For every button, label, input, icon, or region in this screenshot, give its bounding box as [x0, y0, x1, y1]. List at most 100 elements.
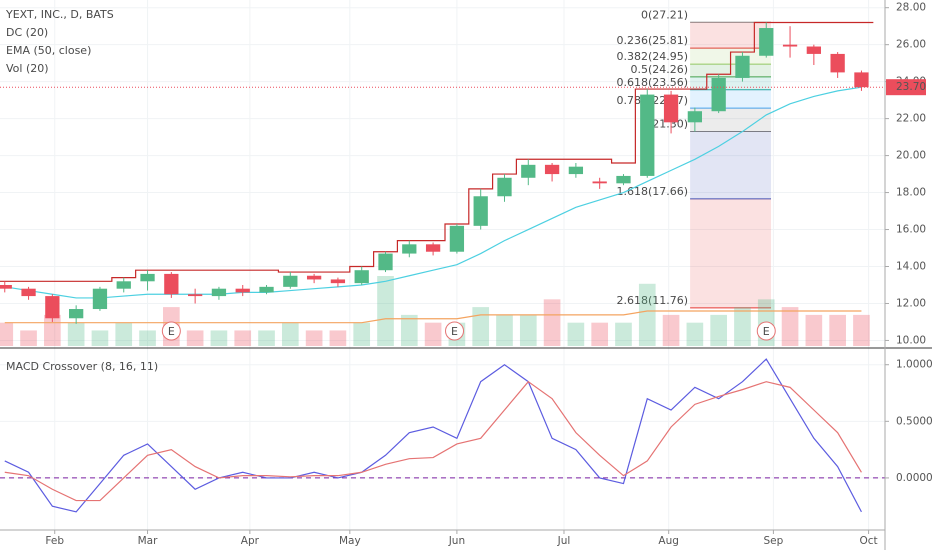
volume-bar [186, 330, 204, 346]
volume-bar [139, 330, 156, 346]
x-tick-label: Feb [45, 535, 64, 547]
legend-entry: Vol (20) [6, 62, 49, 75]
fib-label: 0.382(24.95) [617, 50, 689, 63]
candle-body [283, 275, 298, 287]
earnings-label: E [451, 325, 458, 338]
candle-body [854, 72, 869, 88]
volume-bar [258, 330, 275, 346]
volume-bar [853, 314, 870, 346]
volume-bar [281, 322, 299, 346]
volume-bar [781, 307, 799, 346]
candle-body [425, 244, 441, 252]
ema-line [4, 86, 862, 299]
volume-bar [472, 307, 490, 346]
volume-bar [615, 322, 632, 346]
volume-bar [567, 322, 585, 346]
volume-bar [805, 314, 823, 346]
candle-body [521, 164, 536, 178]
volume-bar [496, 314, 513, 346]
volume-bar [20, 330, 37, 346]
fib-band [690, 76, 772, 90]
volume-bar [734, 307, 751, 346]
volume-bar [353, 322, 371, 346]
candle-body [187, 294, 203, 297]
candle-body [354, 270, 369, 284]
candle-body [259, 286, 274, 293]
x-tick-label: Mar [138, 535, 158, 547]
macd-line [4, 380, 862, 502]
fib-band [690, 89, 772, 109]
candle-body [330, 279, 346, 284]
candle-body [211, 288, 227, 297]
macd-line [4, 358, 862, 513]
candle-body [806, 46, 821, 54]
candle-body [497, 177, 512, 197]
candle-body [45, 296, 60, 319]
candle-body [473, 196, 488, 226]
last-price-box [886, 79, 926, 96]
y-tick-label: 0.0000 [896, 472, 932, 484]
candle-body [782, 44, 798, 47]
candle-body [69, 309, 84, 319]
x-tick-label: Jul [557, 535, 571, 547]
candle-body [92, 288, 108, 310]
candle-body [0, 284, 12, 289]
candle-body [759, 28, 774, 56]
x-tick-label: Sep [763, 535, 783, 547]
fib-band [690, 22, 772, 49]
volume-bar [662, 314, 680, 346]
candle-body [568, 166, 584, 175]
volume-bar [115, 322, 133, 346]
candle-body [164, 273, 179, 295]
volume-bar [67, 322, 85, 346]
earnings-marker [445, 321, 465, 341]
candle-body [830, 53, 845, 73]
candle-body [116, 281, 131, 289]
y-tick-label: 26.00 [896, 39, 926, 51]
macd-title: MACD Crossover (8, 16, 11) [6, 360, 158, 373]
fib-label: 0(27.21) [641, 8, 688, 21]
y-tick-label: 14.00 [896, 261, 926, 273]
earnings-marker [161, 321, 181, 341]
candle-body [402, 244, 417, 254]
last-price-label: 23.70 [896, 81, 926, 93]
fib-label: 0.5(24.26) [631, 63, 689, 76]
y-tick-label: 16.00 [896, 224, 926, 236]
y-tick-label: 1.0000 [896, 359, 932, 371]
candle-body [378, 253, 393, 271]
volume-bar [0, 322, 14, 346]
volume-bar [686, 322, 704, 346]
y-tick-label: 0.5000 [896, 415, 932, 427]
y-tick-label: 18.00 [896, 187, 926, 199]
legend-entry: DC (20) [6, 26, 48, 39]
x-tick-label: Jun [448, 535, 465, 547]
x-tick-label: Oct [860, 535, 878, 547]
y-tick-label: 10.00 [896, 334, 926, 346]
candle-body [592, 181, 607, 184]
volume-bar [424, 322, 442, 346]
earnings-label: E [763, 325, 770, 338]
fib-band [690, 198, 772, 308]
fib-band [690, 131, 772, 199]
volume-bar [377, 276, 394, 346]
volume-bar [400, 314, 418, 346]
legend-entry: EMA (50, close) [6, 44, 91, 57]
volume-bar [519, 314, 537, 346]
volume-bar [234, 330, 252, 346]
candle-body [306, 275, 322, 280]
volume-bar [305, 330, 323, 346]
candle-body [21, 288, 36, 297]
fib-label: 0.236(25.81) [617, 34, 689, 47]
candle-body [663, 94, 679, 123]
chart-title: YEXT, INC., D, BATS [5, 8, 114, 21]
volume-bar [591, 322, 609, 346]
candle-body [544, 164, 560, 175]
donchian-upper [0, 21, 874, 282]
candle-body [140, 273, 155, 282]
candle-body [235, 288, 250, 293]
volume-bar [543, 299, 561, 346]
volume-bar [91, 330, 109, 346]
x-tick-label: May [339, 535, 361, 547]
y-tick-label: 20.00 [896, 150, 926, 162]
candle-body [449, 225, 465, 252]
